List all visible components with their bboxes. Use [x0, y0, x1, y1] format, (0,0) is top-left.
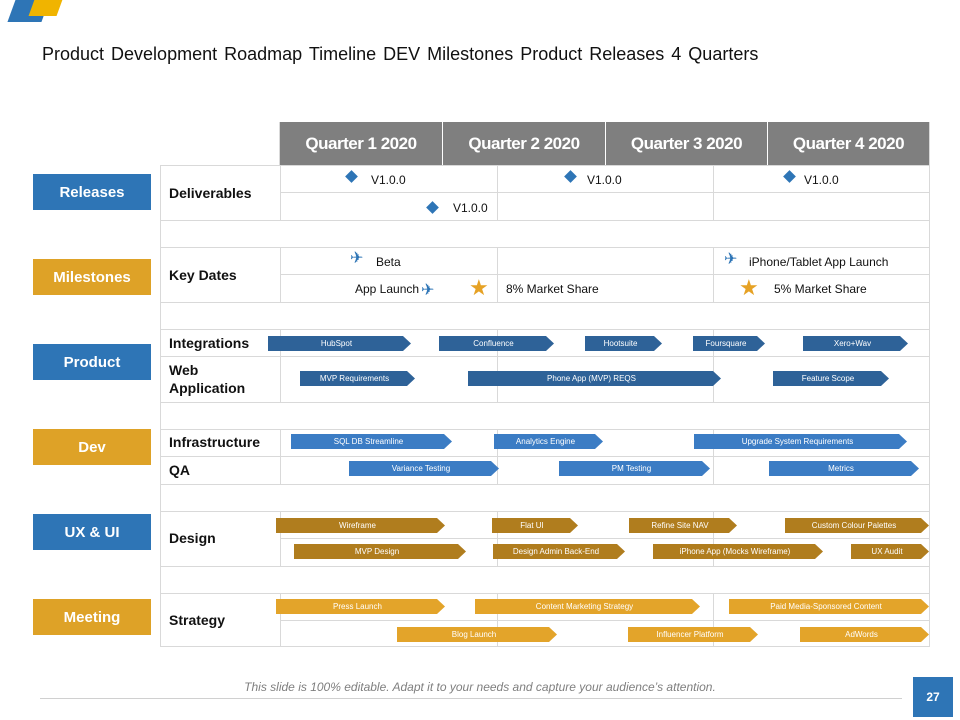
- task-bar: Metrics: [769, 461, 919, 476]
- milestone-beta: Beta: [376, 255, 401, 269]
- quarter-header-1: Quarter 1 2020: [280, 122, 442, 165]
- deliverable-label: V1.0.0: [453, 201, 488, 215]
- task-bar: SQL DB Streamline: [291, 434, 452, 449]
- milestone-app-launch: App Launch: [355, 282, 420, 296]
- task-bar: HubSpot: [268, 336, 411, 351]
- airplane-icon: ✈: [724, 251, 738, 268]
- task-bar: Xero+Wav: [803, 336, 908, 351]
- task-bar: Paid Media-Sponsored Content: [729, 599, 929, 614]
- task-bar: Feature Scope: [773, 371, 889, 386]
- footer-note: This slide is 100% editable. Adapt it to…: [244, 680, 716, 694]
- page-number: 27: [913, 677, 953, 717]
- side-label-meeting: Meeting: [33, 599, 151, 635]
- task-bar: iPhone App (Mocks Wireframe): [653, 544, 823, 559]
- star-icon: ★: [739, 275, 759, 300]
- task-bar: Flat UI: [492, 518, 578, 533]
- footer-divider: [40, 698, 902, 699]
- diamond-icon: [564, 170, 577, 183]
- airplane-icon: ✈: [350, 250, 364, 267]
- task-bar: AdWords: [800, 627, 929, 642]
- task-bar: Refine Site NAV: [629, 518, 737, 533]
- task-bar: Upgrade System Requirements: [694, 434, 907, 449]
- task-bar: Press Launch: [276, 599, 445, 614]
- task-bar: Phone App (MVP) REQS: [468, 371, 721, 386]
- task-bar: MVP Requirements: [300, 371, 415, 386]
- deliverable-label: V1.0.0: [587, 173, 622, 187]
- side-label-milestones: Milestones: [33, 259, 151, 295]
- corner-decoration-gold: [28, 0, 68, 16]
- task-bar: Influencer Platform: [628, 627, 758, 642]
- row-label-integrations: Integrations: [169, 335, 250, 351]
- quarter-header-2: Quarter 2 2020: [443, 122, 605, 165]
- side-label-releases: Releases: [33, 174, 151, 210]
- task-bar: Foursquare: [693, 336, 765, 351]
- airplane-icon: ✈: [421, 282, 435, 299]
- milestone-tablet-launch: iPhone/Tablet App Launch: [749, 255, 889, 269]
- side-label-product: Product: [33, 344, 151, 380]
- diamond-icon: [783, 170, 796, 183]
- side-label-ux-ui: UX & UI: [33, 514, 151, 550]
- task-bar: Confluence: [439, 336, 554, 351]
- row-label-infrastructure: Infrastructure: [169, 434, 261, 450]
- page-title: Product Development Roadmap Timeline DEV…: [42, 44, 759, 64]
- task-bar: Wireframe: [276, 518, 445, 533]
- deliverable-label: V1.0.0: [371, 173, 406, 187]
- star-icon: ★: [469, 275, 489, 300]
- milestone-5-share: 5% Market Share: [774, 282, 867, 296]
- row-label-design: Design: [169, 530, 216, 546]
- diamond-icon: [426, 201, 439, 214]
- quarter-header-4: Quarter 4 2020: [768, 122, 929, 165]
- task-bar: Hootsuite: [585, 336, 662, 351]
- side-label-dev: Dev: [33, 429, 151, 465]
- task-bar: Analytics Engine: [494, 434, 603, 449]
- row-label-strategy: Strategy: [169, 612, 226, 628]
- row-label-qa: QA: [169, 462, 190, 478]
- row-label-web-application: Web Application: [169, 362, 246, 396]
- task-bar: Custom Colour Palettes: [785, 518, 929, 533]
- task-bar: PM Testing: [559, 461, 710, 476]
- deliverable-label: V1.0.0: [804, 173, 839, 187]
- task-bar: MVP Design: [294, 544, 466, 559]
- quarter-header-3: Quarter 3 2020: [606, 122, 767, 165]
- task-bar: UX Audit: [851, 544, 929, 559]
- diamond-icon: [345, 170, 358, 183]
- task-bar: Design Admin Back-End: [493, 544, 625, 559]
- task-bar: Blog Launch: [397, 627, 557, 642]
- task-bar: Content Marketing Strategy: [475, 599, 700, 614]
- task-bar: Variance Testing: [349, 461, 499, 476]
- milestone-8-share: 8% Market Share: [506, 282, 599, 296]
- row-label-deliverables: Deliverables: [169, 185, 252, 201]
- row-label-key-dates: Key Dates: [169, 267, 237, 283]
